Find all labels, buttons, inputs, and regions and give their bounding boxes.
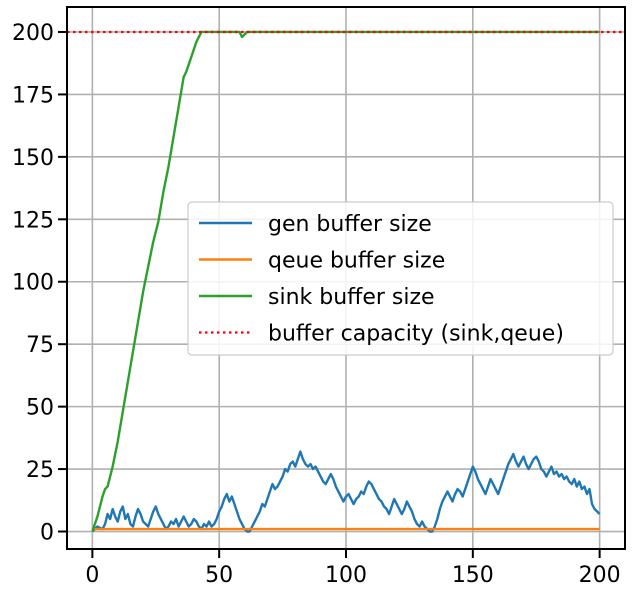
legend-label: sink buffer size — [268, 285, 435, 310]
y-tick-label: 200 — [12, 21, 54, 46]
y-tick-label: 50 — [26, 396, 54, 421]
x-tick-label: 0 — [85, 563, 99, 588]
series-line-3 — [91, 30, 600, 532]
x-tick-label: 200 — [579, 563, 621, 588]
y-tick-label: 175 — [12, 83, 54, 108]
y-tick-label: 25 — [26, 458, 54, 483]
y-tick-label: 125 — [12, 208, 54, 233]
y-tick-label: 100 — [12, 271, 54, 296]
y-tick-label: 75 — [26, 333, 54, 358]
x-tick-label: 150 — [452, 563, 494, 588]
x-tick-label: 50 — [205, 563, 233, 588]
y-tick-label: 150 — [12, 146, 54, 171]
series-layer — [67, 30, 625, 533]
series-line-1 — [91, 450, 601, 533]
axis-ticks: 0 50 100 150 200 0 25 50 75 100 125 150 175 200 — [12, 21, 621, 588]
legend-label: gen buffer size — [268, 212, 432, 237]
legend-label: qeue buffer size — [268, 249, 445, 274]
legend-box — [187, 201, 614, 356]
y-tick-label: 0 — [40, 521, 54, 546]
legend: gen buffer size qeue buffer size sink buff… — [187, 201, 614, 356]
legend-label: buffer capacity (sink,qeue) — [268, 322, 564, 347]
x-tick-label: 100 — [325, 563, 367, 588]
